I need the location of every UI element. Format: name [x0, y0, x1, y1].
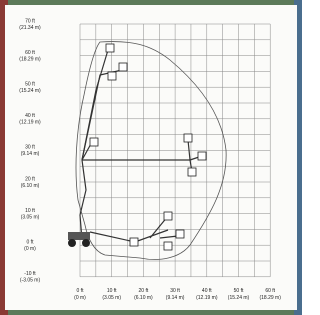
y-label-ft: 70 ft	[25, 18, 35, 24]
y-label-m: (12.19 m)	[19, 120, 41, 126]
y-label-m: (6.10 m)	[21, 183, 40, 189]
x-label-m: (3.05 m)	[102, 295, 121, 301]
x-label-ft: 10 ft	[107, 288, 117, 294]
x-label-m: (12.19 m)	[196, 295, 218, 301]
platform	[184, 134, 192, 142]
y-label-m: (15.24 m)	[19, 88, 41, 94]
y-label-m: (21.34 m)	[19, 25, 41, 31]
platform	[108, 72, 116, 80]
x-label-ft: 0 ft	[77, 288, 85, 294]
y-label-m: (9.14 m)	[21, 151, 40, 157]
platform	[106, 44, 114, 52]
x-label-m: (18.29 m)	[259, 295, 281, 301]
y-label-ft: 30 ft	[25, 145, 35, 151]
x-label-ft: 60 ft	[265, 288, 275, 294]
y-label-m: (18.29 m)	[19, 56, 41, 62]
platform	[90, 138, 98, 146]
y-label-ft: 50 ft	[25, 82, 35, 88]
y-label-ft: -10 ft	[24, 271, 36, 277]
diagram-card	[5, 5, 297, 310]
platform	[198, 152, 206, 160]
x-label-m: (15.24 m)	[228, 295, 250, 301]
wheel	[82, 239, 90, 247]
wheel	[68, 239, 76, 247]
chassis	[68, 232, 90, 240]
x-label-m: (0 m)	[74, 295, 86, 301]
y-label-ft: 40 ft	[25, 113, 35, 119]
x-label-m: (9.14 m)	[166, 295, 185, 301]
x-label-ft: 30 ft	[170, 288, 180, 294]
x-label-ft: 50 ft	[234, 288, 244, 294]
platform	[188, 168, 196, 176]
platform	[164, 212, 172, 220]
x-label-ft: 20 ft	[139, 288, 149, 294]
y-label-ft: 20 ft	[25, 176, 35, 182]
platform	[176, 230, 184, 238]
screenshot: 70 ft(21.34 m)60 ft(18.29 m)50 ft(15.24 …	[0, 0, 302, 315]
y-label-ft: 0 ft	[27, 240, 35, 246]
y-label-m: (-3.05 m)	[20, 278, 41, 284]
x-label-ft: 40 ft	[202, 288, 212, 294]
y-label-m: (0 m)	[24, 246, 36, 252]
x-label-m: (6.10 m)	[134, 295, 153, 301]
y-label-ft: 60 ft	[25, 50, 35, 56]
y-label-ft: 10 ft	[25, 208, 35, 214]
platform	[119, 63, 127, 71]
platform	[130, 238, 138, 246]
y-label-m: (3.05 m)	[21, 214, 40, 220]
platform	[164, 242, 172, 250]
